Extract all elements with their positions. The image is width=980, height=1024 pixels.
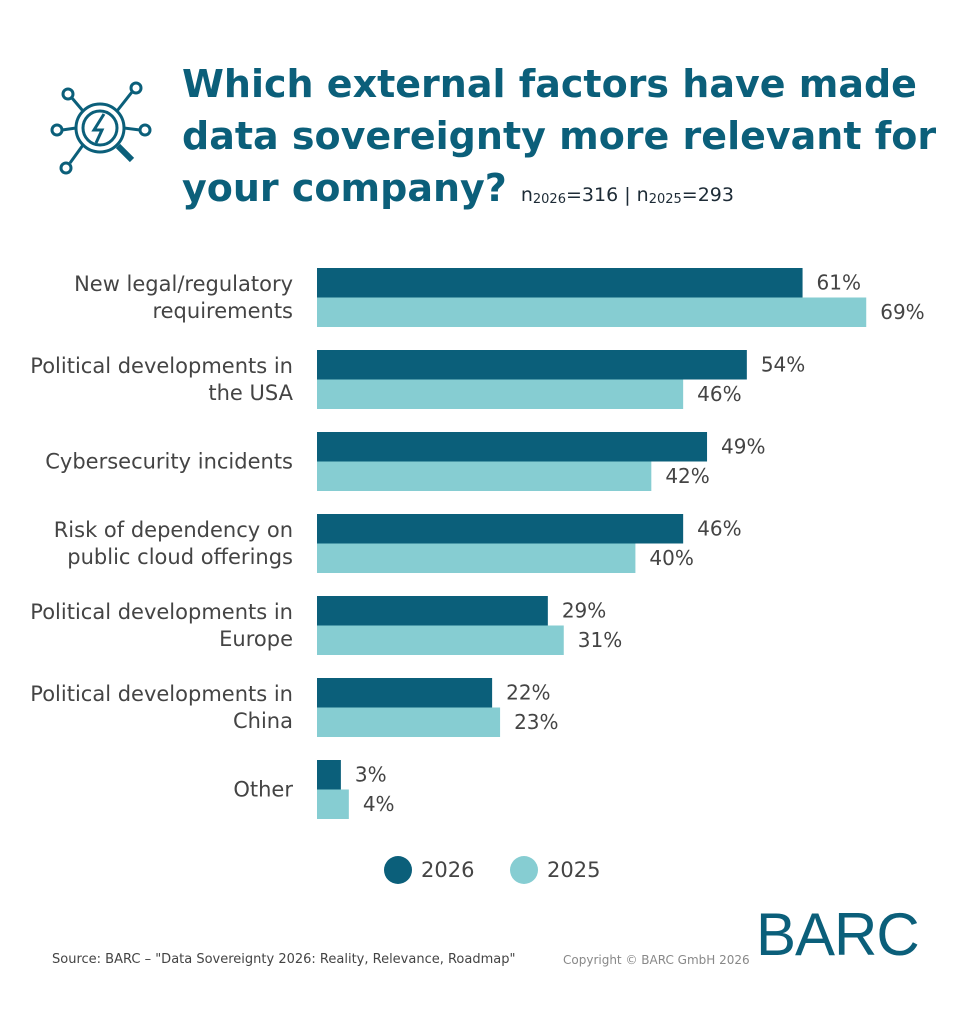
- subtitle-text: n: [520, 184, 533, 206]
- category-label: Risk of dependency on public cloud offer…: [53, 517, 293, 569]
- bar: [317, 268, 803, 298]
- bar: [317, 789, 349, 819]
- legend-swatch: [510, 856, 538, 884]
- value-label: 61%: [817, 270, 861, 294]
- copyright: Copyright © BARC GmbH 2026: [563, 953, 750, 967]
- bar: [317, 707, 501, 737]
- value-label: 46%: [697, 382, 741, 406]
- category-label: Other: [233, 777, 293, 801]
- category-label: Political developments in Europe: [30, 599, 293, 651]
- bar: [317, 432, 708, 462]
- subtitle-subscript: 2025: [648, 192, 682, 207]
- bar: [317, 297, 867, 327]
- bar: [317, 760, 341, 790]
- legend-label: 2026: [421, 858, 474, 882]
- bar: [317, 625, 564, 655]
- legend-swatch: [384, 856, 412, 884]
- value-label: 42%: [665, 464, 709, 488]
- bar: [317, 461, 652, 491]
- bar: [317, 514, 684, 544]
- bar: [317, 543, 636, 573]
- bar: [317, 350, 747, 380]
- value-label: 22%: [506, 680, 550, 704]
- chart-title: Which external factors have made data so…: [182, 62, 937, 210]
- value-label: 31%: [578, 628, 622, 652]
- source: Source: BARC – "Data Sovereignty 2026: R…: [52, 952, 516, 967]
- value-label: 49%: [721, 434, 765, 458]
- legend-label: 2025: [547, 858, 600, 882]
- category-label: Political developments in the USA: [30, 353, 293, 405]
- category-label: New legal/regulatory requirements: [74, 271, 293, 323]
- value-label: 40%: [649, 546, 693, 570]
- value-label: 54%: [761, 352, 805, 376]
- value-label: 46%: [697, 516, 741, 540]
- bar: [317, 678, 493, 708]
- bar: [317, 596, 548, 626]
- subtitle-subscript: 2026: [532, 192, 566, 207]
- subtitle: n2026=316 | n2025=293: [520, 184, 734, 207]
- icon: [50, 81, 152, 175]
- category-label: Cybersecurity incidents: [45, 449, 293, 473]
- logo: BARC: [756, 901, 920, 968]
- value-label: 69%: [880, 300, 924, 324]
- bar: [317, 379, 684, 409]
- subtitle-text: =316 | n: [565, 184, 649, 206]
- value-label: 4%: [363, 792, 395, 816]
- category-label: Political developments in China: [30, 681, 293, 733]
- value-label: 29%: [562, 598, 606, 622]
- value-label: 23%: [514, 710, 558, 734]
- title-block: Which external factors have made data so…: [182, 58, 942, 226]
- subtitle-text: =293: [681, 184, 734, 206]
- value-label: 3%: [355, 762, 387, 786]
